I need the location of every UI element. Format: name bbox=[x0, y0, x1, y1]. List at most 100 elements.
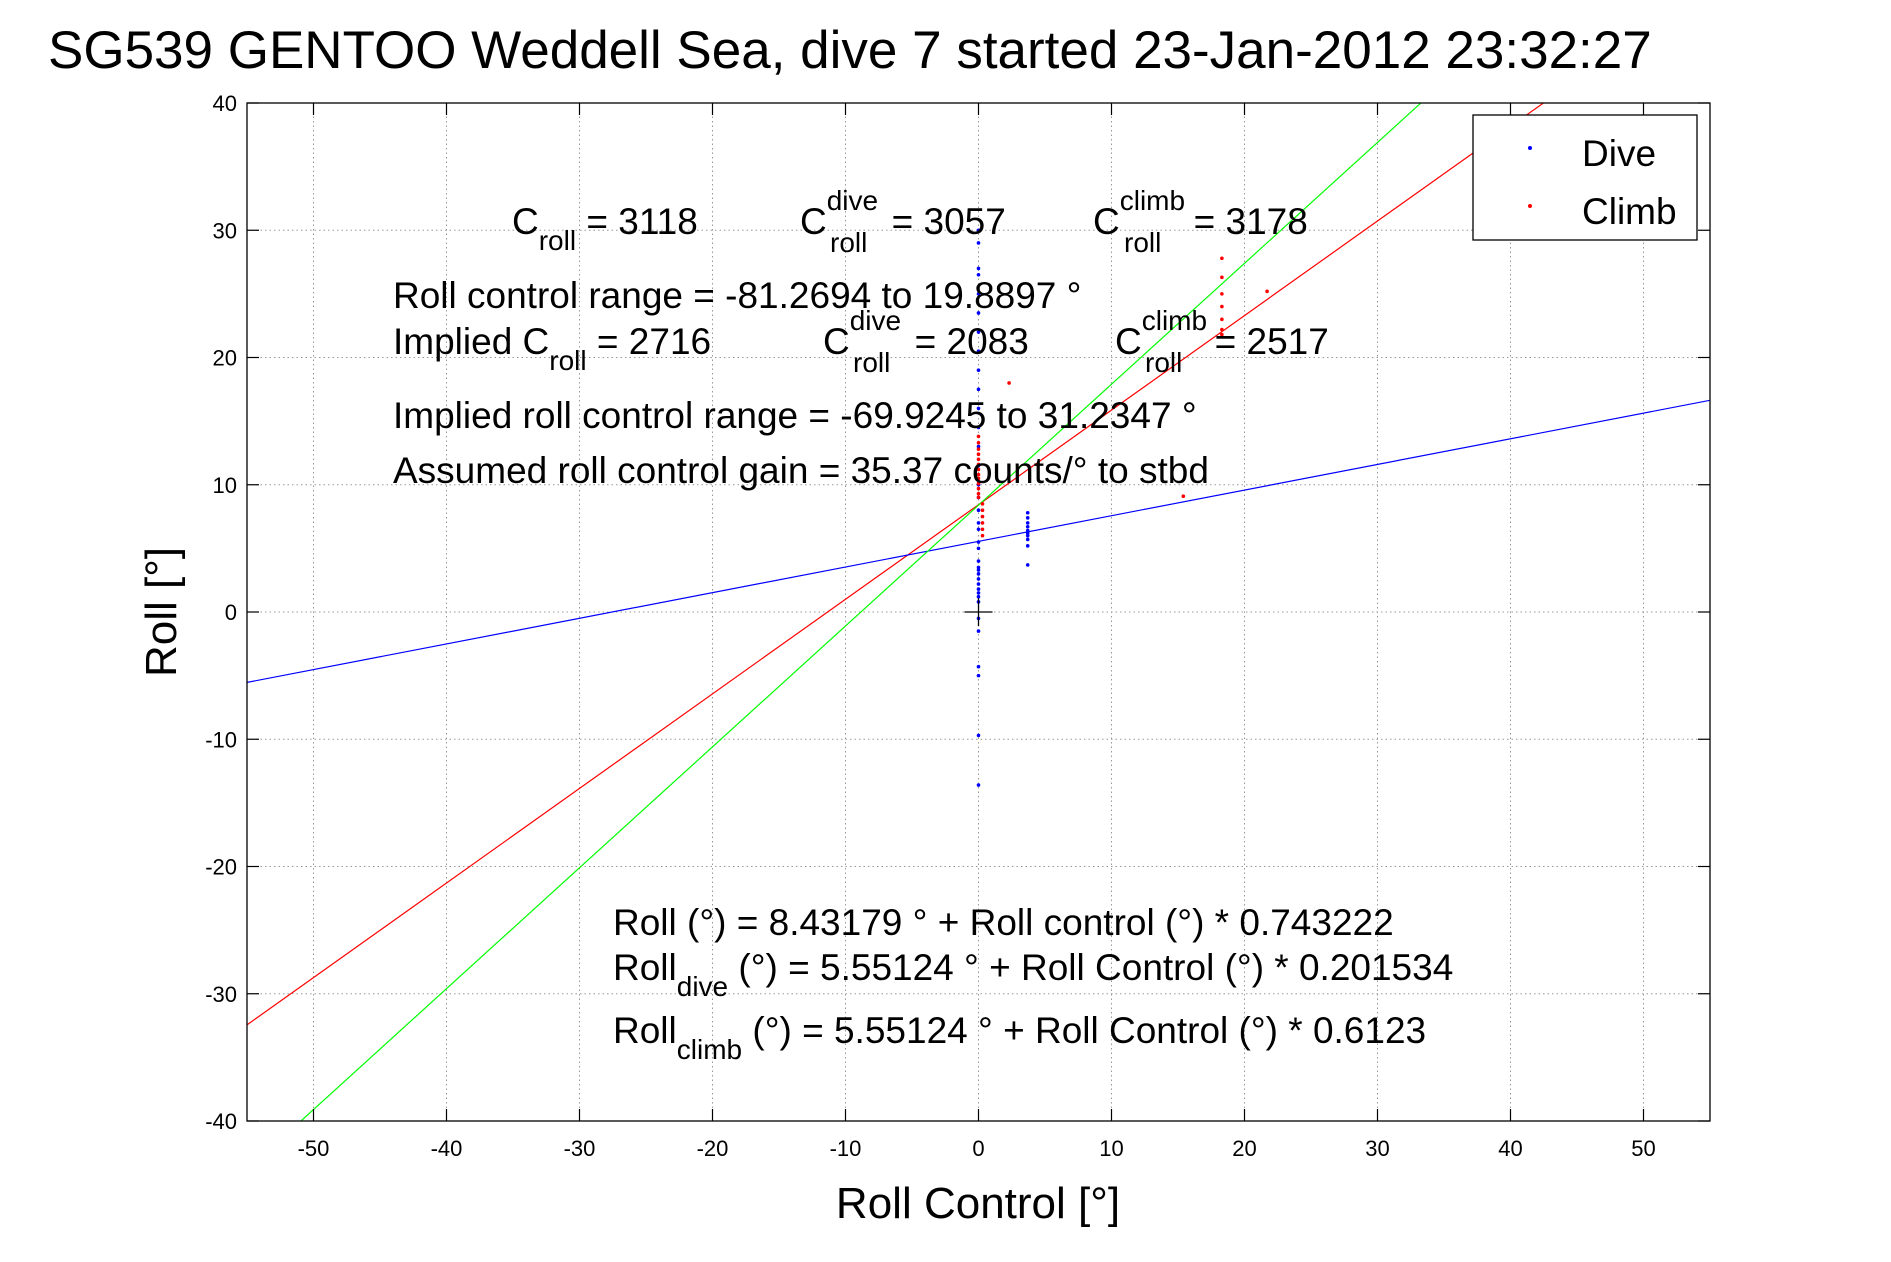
annotation-implied-c-roll: Implied Croll = 2716 bbox=[393, 321, 711, 376]
x-tick-label: -30 bbox=[564, 1136, 596, 1161]
y-tick-label: 10 bbox=[213, 473, 237, 498]
x-tick-label: -10 bbox=[830, 1136, 862, 1161]
x-tick-label: 40 bbox=[1498, 1136, 1522, 1161]
y-tick-label: 0 bbox=[225, 600, 237, 625]
point-climb bbox=[976, 434, 981, 439]
y-tick-label: 40 bbox=[213, 91, 237, 116]
point-dive bbox=[976, 540, 981, 544]
x-tick-label: 50 bbox=[1631, 1136, 1655, 1161]
annotation-roll-control-range: Roll control range = -81.2694 to 19.8897… bbox=[393, 275, 1081, 316]
point-dive bbox=[976, 266, 981, 271]
annotation-c-roll: Croll = 3118 bbox=[512, 201, 698, 256]
annotation-implied-range: Implied roll control range = -69.9245 to… bbox=[393, 395, 1197, 436]
y-tick-label: -30 bbox=[205, 982, 237, 1007]
annotation-implied-c-roll-dive: Cdive roll = 2083 bbox=[823, 305, 1029, 378]
point-dive bbox=[976, 425, 981, 430]
point-climb bbox=[976, 491, 981, 496]
x-tick-label: 10 bbox=[1099, 1136, 1123, 1161]
annotation-implied-c-roll-climb: Cclimb roll = 2517 bbox=[1115, 305, 1329, 378]
point-dive bbox=[976, 733, 981, 738]
point-climb bbox=[1220, 275, 1224, 280]
point-climb bbox=[980, 521, 985, 525]
legend-label-climb: Climb bbox=[1582, 191, 1677, 232]
point-climb bbox=[976, 452, 981, 457]
point-dive bbox=[976, 406, 981, 411]
point-dive bbox=[976, 272, 981, 277]
point-dive bbox=[1025, 533, 1030, 538]
point-climb bbox=[976, 467, 981, 472]
point-climb bbox=[980, 527, 985, 532]
point-dive bbox=[976, 594, 981, 599]
annotation-c-roll-dive: Cdive roll = 3057 bbox=[800, 185, 1006, 258]
annotation-c-roll-climb: Cclimb roll = 3178 bbox=[1093, 185, 1308, 258]
y-tick-labels: -40 -30 -20 -10 0 10 20 30 40 bbox=[205, 91, 237, 1134]
point-dive bbox=[976, 559, 981, 563]
point-dive bbox=[976, 508, 981, 512]
legend-label-dive: Dive bbox=[1582, 133, 1656, 174]
y-axis-label: Roll [°] bbox=[137, 547, 186, 677]
point-dive bbox=[1025, 544, 1030, 548]
point-climb bbox=[1265, 289, 1269, 294]
point-climb bbox=[976, 472, 981, 477]
legend: Dive Climb bbox=[1472, 114, 1698, 241]
annotation-gain: Assumed roll control gain = 35.37 counts… bbox=[393, 450, 1209, 491]
x-tick-label: -20 bbox=[697, 1136, 729, 1161]
x-tick-label: 30 bbox=[1365, 1136, 1389, 1161]
point-climb bbox=[976, 447, 981, 451]
point-dive bbox=[976, 568, 981, 572]
point-climb bbox=[1220, 327, 1224, 332]
point-dive bbox=[976, 783, 981, 787]
point-climb bbox=[976, 476, 981, 481]
point-climb bbox=[1181, 494, 1186, 499]
point-dive bbox=[976, 629, 981, 633]
y-tick-label: 20 bbox=[213, 346, 237, 371]
point-climb bbox=[980, 508, 985, 512]
point-climb bbox=[1220, 304, 1224, 309]
point-dive bbox=[976, 349, 981, 353]
point-dive bbox=[976, 444, 981, 449]
point-climb bbox=[976, 481, 981, 486]
fit-line bbox=[300, 103, 1422, 1121]
point-climb bbox=[976, 495, 981, 500]
x-tick-label: 20 bbox=[1232, 1136, 1256, 1161]
point-dive bbox=[976, 241, 981, 245]
x-tick-label: -40 bbox=[431, 1136, 463, 1161]
data-points bbox=[976, 228, 1269, 787]
point-dive bbox=[976, 673, 981, 678]
point-climb bbox=[980, 533, 985, 538]
x-tick-label: -50 bbox=[298, 1136, 330, 1161]
point-climb bbox=[976, 440, 981, 445]
point-dive bbox=[1025, 528, 1030, 533]
x-axis-label: Roll Control [°] bbox=[836, 1179, 1120, 1228]
point-dive bbox=[976, 577, 981, 581]
point-dive bbox=[976, 591, 981, 595]
point-climb bbox=[1220, 332, 1224, 337]
y-tick-label: -20 bbox=[205, 855, 237, 880]
axis-ticks bbox=[247, 102, 1710, 1122]
point-dive bbox=[976, 368, 981, 373]
point-dive bbox=[976, 292, 981, 296]
legend-marker-climb bbox=[1528, 204, 1532, 208]
point-dive bbox=[976, 521, 981, 525]
y-tick-label: -10 bbox=[205, 727, 237, 752]
point-dive bbox=[1025, 510, 1030, 515]
point-dive bbox=[1025, 516, 1030, 520]
point-dive bbox=[976, 664, 981, 669]
point-dive bbox=[976, 572, 981, 576]
legend-box bbox=[1472, 114, 1698, 241]
point-dive bbox=[1025, 537, 1030, 542]
point-dive bbox=[976, 587, 981, 591]
point-climb bbox=[1220, 317, 1224, 322]
annotations: Croll = 3118 Cdive roll = 3057 Cclimb roll… bbox=[393, 185, 1453, 1065]
chart-title: SG539 GENTOO Weddell Sea, dive 7 started… bbox=[48, 21, 1652, 80]
x-tick-label: 0 bbox=[972, 1136, 984, 1161]
equation-roll-dive: Rolldive (°) = 5.55124 ° + Roll Control … bbox=[613, 947, 1453, 1002]
point-dive bbox=[976, 565, 981, 570]
point-dive bbox=[976, 582, 981, 586]
point-climb bbox=[1007, 381, 1011, 385]
point-dive bbox=[976, 387, 981, 392]
legend-marker-dive bbox=[1528, 146, 1532, 150]
point-dive bbox=[1025, 524, 1030, 529]
y-tick-label: -40 bbox=[205, 1109, 237, 1134]
x-tick-labels: -50 -40 -30 -20 -10 0 10 20 30 40 50 bbox=[298, 1136, 1656, 1161]
